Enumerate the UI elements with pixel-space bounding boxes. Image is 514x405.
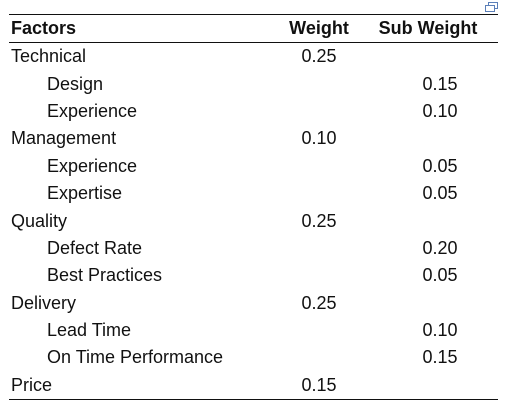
header-factors: Factors: [11, 18, 77, 38]
table-body: Technical 0.25 Design 0.15 Experience 0.10 Man…: [9, 43, 498, 400]
table-row: Experience 0.05: [9, 153, 498, 180]
sub-factor-label: Expertise: [47, 183, 123, 204]
weight-cell: [272, 262, 358, 289]
table-row: Management 0.10: [9, 125, 498, 152]
table-row: On Time Performance 0.15: [9, 344, 498, 371]
sub-factor-label: Defect Rate: [47, 237, 143, 258]
sub-weight-cell: 0.05: [422, 265, 458, 286]
weight-cell: 0.10: [301, 128, 337, 149]
factor-label: Delivery: [11, 292, 77, 313]
weight-cell: 0.25: [301, 292, 337, 313]
table-row: Design 0.15: [9, 70, 498, 97]
weight-cell: [272, 153, 358, 180]
factor-label: Technical: [11, 46, 87, 67]
sub-factor-label: Lead Time: [47, 320, 132, 341]
factor-label: Quality: [11, 210, 68, 231]
sub-weight-cell: 0.10: [422, 100, 458, 121]
table-row: Price 0.15: [9, 372, 498, 400]
sub-weight-cell: 0.15: [422, 347, 458, 368]
factor-label: Management: [11, 128, 117, 149]
weight-cell: [272, 98, 358, 125]
sub-weight-cell: 0.05: [422, 155, 458, 176]
table-row: Quality 0.25: [9, 207, 498, 234]
sub-weight-cell: [358, 125, 498, 152]
weight-cell: 0.25: [301, 210, 337, 231]
weight-cell: 0.25: [301, 46, 337, 67]
sub-weight-cell: [358, 372, 498, 400]
weights-table: Factors Weight Sub Weight Technical 0.25 D…: [9, 14, 498, 400]
sub-weight-cell: [358, 290, 498, 317]
sub-weight-cell: 0.15: [422, 73, 458, 94]
sub-weight-cell: 0.20: [422, 237, 458, 258]
header-weight: Weight: [289, 18, 349, 38]
header-row: Factors Weight Sub Weight: [9, 14, 498, 43]
header-sub-weight: Sub Weight: [378, 18, 478, 38]
table-row: Defect Rate 0.20: [9, 235, 498, 262]
weight-cell: [272, 317, 358, 344]
table-row: Expertise 0.05: [9, 180, 498, 207]
sub-weight-cell: 0.10: [422, 320, 458, 341]
weight-cell: [272, 70, 358, 97]
sub-factor-label: Best Practices: [47, 265, 163, 286]
weight-cell: [272, 344, 358, 371]
sub-factor-label: On Time Performance: [47, 347, 224, 368]
table-row: Technical 0.25: [9, 43, 498, 71]
weights-table-container: Factors Weight Sub Weight Technical 0.25 D…: [9, 14, 498, 400]
sub-factor-label: Experience: [47, 155, 138, 176]
sub-weight-cell: 0.05: [422, 183, 458, 204]
weight-cell: [272, 235, 358, 262]
weight-cell: [272, 180, 358, 207]
sub-weight-cell: [358, 43, 498, 71]
table-row: Experience 0.10: [9, 98, 498, 125]
table-row: Delivery 0.25: [9, 290, 498, 317]
table-row: Lead Time 0.10: [9, 317, 498, 344]
sub-weight-cell: [358, 207, 498, 234]
weight-cell: 0.15: [301, 374, 337, 395]
factor-label: Price: [11, 374, 53, 395]
sub-factor-label: Experience: [47, 100, 138, 121]
sub-factor-label: Design: [47, 73, 104, 94]
table-row: Best Practices 0.05: [9, 262, 498, 289]
expand-table-icon[interactable]: [484, 0, 500, 12]
table-header: Factors Weight Sub Weight: [9, 14, 498, 43]
